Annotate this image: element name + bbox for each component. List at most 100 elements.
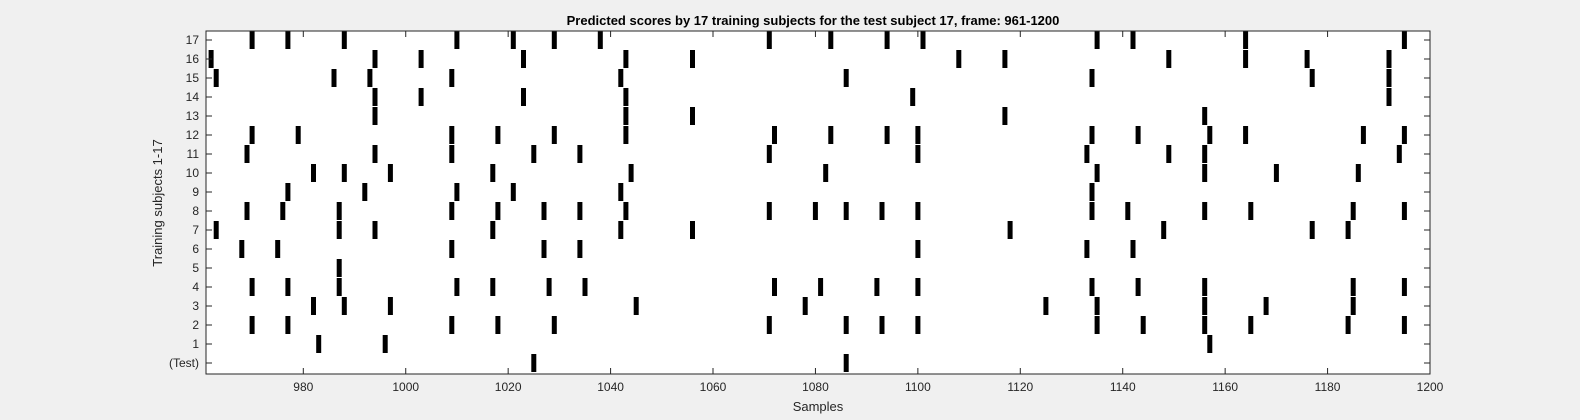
x-tick-label-1060: 1060 (700, 380, 727, 394)
marks-layer (208, 31, 1407, 372)
mark-row-2-5 (766, 316, 772, 334)
mark-row-7-8 (1309, 221, 1315, 239)
mark-row-17-4 (510, 31, 516, 49)
mark-row-2-1 (285, 316, 291, 334)
x-tick-label-1200: 1200 (1417, 380, 1444, 394)
mark-row-14-4 (910, 88, 916, 106)
mark-row-15-2 (367, 69, 373, 87)
mark-row-10-9 (1355, 164, 1361, 182)
mark-row-9-3 (510, 183, 516, 201)
x-axis-label: Samples (793, 399, 844, 414)
mark-row-1-1 (382, 335, 388, 353)
x-tick-label-1080: 1080 (802, 380, 829, 394)
mark-row-17-13 (1243, 31, 1249, 49)
mark-row-9-4 (618, 183, 624, 201)
x-tick-label-1020: 1020 (495, 380, 522, 394)
mark-row-4-14 (1350, 278, 1356, 296)
mark-row-10-6 (1094, 164, 1100, 182)
chart-title: Predicted scores by 17 training subjects… (567, 13, 1060, 28)
mark-row-11-7 (1084, 145, 1090, 163)
mark-row-4-5 (546, 278, 552, 296)
mark-row-8-0 (244, 202, 250, 220)
x-tick-label-1000: 1000 (392, 380, 419, 394)
mark-row-3-9 (1350, 297, 1356, 315)
x-axis: 980 1000 1020 1040 1060 1080 1100 1120 1140 1160 1… (293, 31, 1444, 394)
mark-row-10-4 (628, 164, 634, 182)
mark-row-3-7 (1202, 297, 1208, 315)
mark-row-13-0 (372, 107, 378, 125)
mark-row-15-8 (1386, 69, 1392, 87)
mark-row-3-5 (1043, 297, 1049, 315)
mark-row-17-10 (920, 31, 926, 49)
mark-row-8-13 (1089, 202, 1095, 220)
mark-row-13-2 (690, 107, 695, 125)
mark-row-2-0 (249, 316, 255, 334)
x-tick-label-1120: 1120 (1007, 380, 1033, 394)
x-tick-label-1040: 1040 (597, 380, 624, 394)
x-tick-label-1140: 1140 (1110, 380, 1136, 394)
mark-row-3-6 (1094, 297, 1100, 315)
mark-row-9-2 (454, 183, 460, 201)
mark-row-6-7 (1130, 240, 1136, 258)
y-tick-label-12: 12 (186, 128, 200, 142)
mark-row-5-0 (336, 259, 342, 277)
y-tick-label-15: 15 (186, 71, 200, 85)
mark-row-13-4 (1202, 107, 1208, 125)
mark-row-6-2 (449, 240, 455, 258)
mark-row-14-5 (1386, 88, 1392, 106)
mark-row-test-0 (531, 354, 537, 372)
mark-row-2-10 (1140, 316, 1146, 334)
mark-row-10-2 (387, 164, 393, 182)
mark-row-15-3 (449, 69, 455, 87)
mark-row-3-4 (802, 297, 808, 315)
mark-row-11-8 (1166, 145, 1172, 163)
mark-row-11-6 (915, 145, 921, 163)
mark-row-9-1 (362, 183, 368, 201)
mark-row-10-8 (1273, 164, 1279, 182)
mark-row-16-11 (1386, 50, 1392, 68)
mark-row-17-3 (454, 31, 460, 49)
mark-row-3-3 (633, 297, 639, 315)
mark-row-17-7 (766, 31, 772, 49)
mark-row-8-3 (449, 202, 455, 220)
mark-row-7-2 (372, 221, 378, 239)
mark-row-15-4 (618, 69, 624, 87)
mark-row-12-2 (449, 126, 455, 144)
mark-row-3-8 (1263, 297, 1269, 315)
mark-row-11-9 (1202, 145, 1208, 163)
mark-row-8-17 (1350, 202, 1356, 220)
y-tick-label-5: 5 (192, 261, 199, 275)
mark-row-11-4 (577, 145, 583, 163)
mark-row-12-3 (495, 126, 501, 144)
y-tick-label-10: 10 (186, 166, 200, 180)
mark-row-12-1 (295, 126, 301, 144)
mark-row-16-9 (1243, 50, 1249, 68)
mark-row-16-1 (372, 50, 378, 68)
mark-row-12-15 (1401, 126, 1407, 144)
mark-row-10-5 (823, 164, 829, 182)
mark-row-test-1 (843, 354, 849, 372)
mark-row-10-0 (311, 164, 316, 182)
mark-row-6-5 (915, 240, 921, 258)
mark-row-16-4 (623, 50, 629, 68)
mark-row-13-1 (623, 107, 629, 125)
mark-row-8-15 (1202, 202, 1208, 220)
mark-row-15-0 (213, 69, 219, 87)
mark-row-16-6 (956, 50, 962, 68)
mark-row-12-0 (249, 126, 255, 144)
mark-row-17-8 (828, 31, 834, 49)
mark-row-13-3 (1002, 107, 1008, 125)
mark-row-10-1 (341, 164, 347, 182)
mark-row-4-9 (874, 278, 880, 296)
mark-row-1-0 (316, 335, 322, 353)
mark-row-7-7 (1161, 221, 1167, 239)
mark-row-12-12 (1207, 126, 1213, 144)
mark-row-8-1 (280, 202, 286, 220)
mark-row-9-5 (1089, 183, 1095, 201)
plot-area (206, 31, 1430, 374)
mark-row-17-6 (597, 31, 603, 49)
mark-row-17-14 (1401, 31, 1407, 49)
mark-row-1-2 (1207, 335, 1213, 353)
